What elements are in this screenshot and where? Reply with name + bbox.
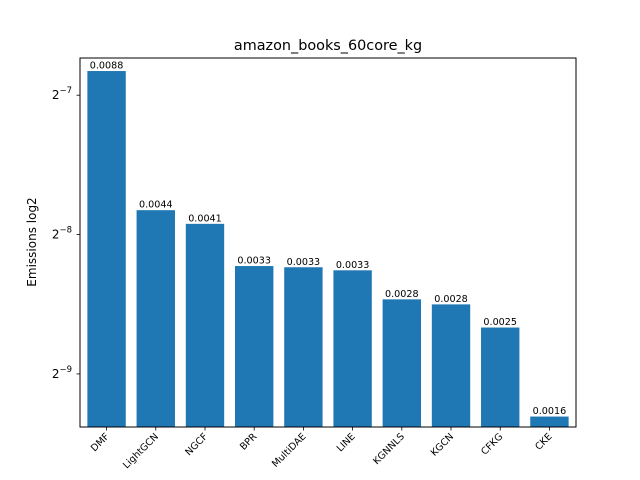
bar-dmf <box>87 71 126 428</box>
data-label: 0.0028 <box>434 294 468 305</box>
bar-kgnnls <box>382 299 421 427</box>
bar-cke <box>530 416 569 427</box>
data-label: 0.0033 <box>287 257 321 268</box>
data-labels: 0.0088 0.0044 0.0041 0.0033 0.0033 0.0033 0.00… <box>90 61 566 418</box>
bar-ngcf <box>185 223 225 427</box>
bar-lightgcn <box>136 210 175 427</box>
bar-cfkg <box>481 327 520 427</box>
bars <box>87 71 569 428</box>
y-ticks: 2−7 2−8 2−9 <box>52 86 80 381</box>
bar-kgcn <box>431 304 471 427</box>
data-label: 0.0033 <box>237 256 271 267</box>
y-tick-label: 2−9 <box>52 365 72 381</box>
data-label: 0.0033 <box>336 260 370 271</box>
y-tick-label: 2−8 <box>52 226 72 242</box>
y-axis-label: Emissions log2 <box>25 197 39 286</box>
data-label: 0.0025 <box>483 317 517 328</box>
data-label: 0.0044 <box>139 200 173 211</box>
data-label: 0.0016 <box>533 406 567 417</box>
y-tick-label: 2−7 <box>52 86 72 102</box>
bar-line <box>333 270 372 427</box>
data-label: 0.0041 <box>188 213 222 224</box>
plot-frame <box>79 57 577 428</box>
data-label: 0.0088 <box>90 61 124 72</box>
bar-bpr <box>235 266 274 427</box>
chart-title: amazon_books_60core_kg <box>234 38 422 54</box>
data-label: 0.0028 <box>385 289 419 300</box>
bar-multidae <box>284 267 323 427</box>
